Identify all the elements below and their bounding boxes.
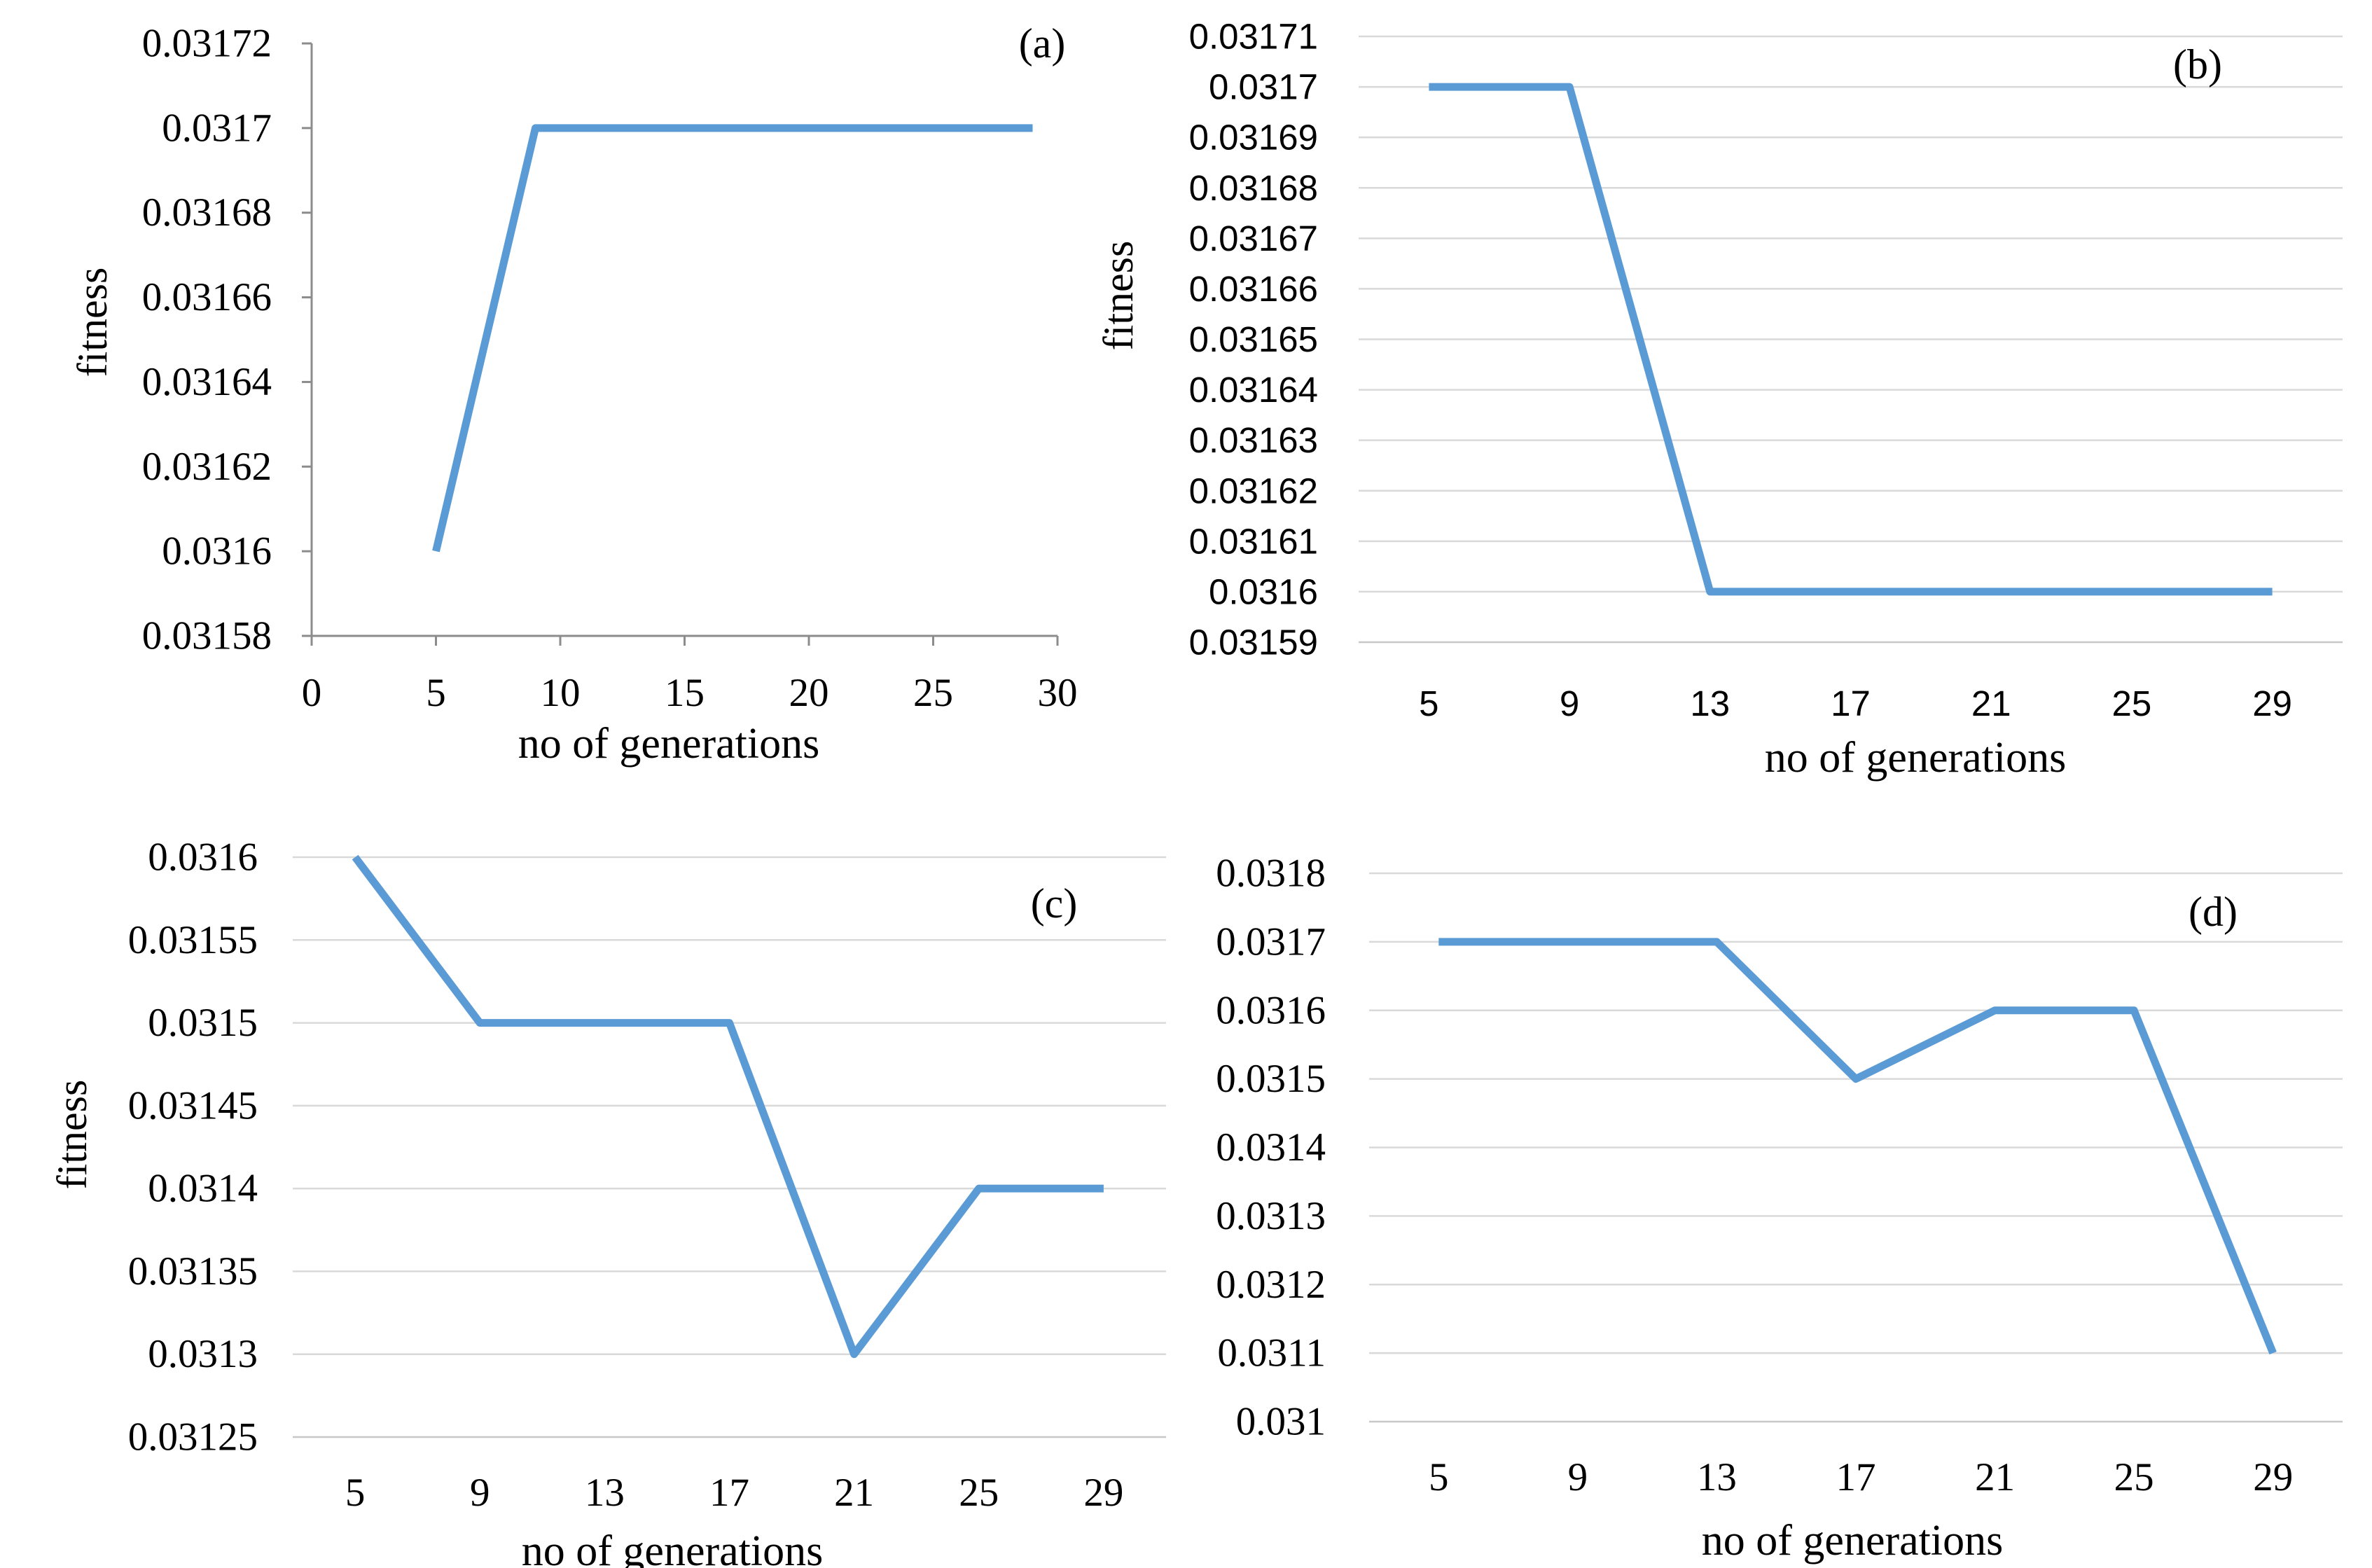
y-tick-label-d-8: 0.0318 — [1216, 852, 1326, 896]
y-tick-label-a-0: 0.03158 — [142, 614, 272, 658]
y-tick-label-b-11: 0.0317 — [1209, 67, 1318, 107]
x-axis-title-a: no of generations — [518, 720, 819, 768]
y-tick-label-b-5: 0.03164 — [1189, 370, 1318, 410]
x-tick-label-b-2: 13 — [1690, 684, 1730, 723]
x-tick-label-b-4: 21 — [1971, 684, 2011, 723]
y-axis-title-a: fitness — [69, 268, 116, 377]
x-tick-label-b-3: 17 — [1831, 684, 1871, 723]
y-tick-label-b-4: 0.03163 — [1189, 420, 1318, 460]
x-tick-label-d-3: 17 — [1836, 1455, 1876, 1499]
y-tick-label-c-6: 0.03155 — [128, 918, 258, 962]
x-tick-label-a-4: 20 — [789, 671, 829, 715]
y-tick-label-b-12: 0.03171 — [1189, 17, 1318, 57]
x-axis-title-d: no of generations — [1702, 1517, 2003, 1564]
y-tick-label-c-2: 0.03135 — [128, 1249, 258, 1293]
x-axis-title-b: no of generations — [1765, 734, 2066, 782]
x-tick-label-c-2: 13 — [585, 1471, 625, 1515]
y-tick-label-a-4: 0.03166 — [142, 275, 272, 319]
y-tick-label-a-7: 0.03172 — [142, 22, 272, 66]
y-tick-label-d-4: 0.0314 — [1216, 1125, 1326, 1170]
x-tick-label-d-5: 25 — [2114, 1455, 2154, 1499]
x-tick-label-c-4: 21 — [834, 1471, 874, 1515]
x-tick-label-a-5: 25 — [913, 671, 953, 715]
x-tick-label-c-1: 9 — [470, 1471, 490, 1515]
series-line-d-0 — [1438, 938, 2277, 1355]
x-tick-label-a-0: 0 — [302, 671, 322, 715]
y-tick-label-b-3: 0.03162 — [1189, 471, 1318, 511]
y-axis-title-b: fitness — [1095, 241, 1142, 351]
x-tick-label-b-5: 25 — [2112, 684, 2152, 723]
x-tick-label-b-1: 9 — [1560, 684, 1579, 723]
y-tick-label-d-7: 0.0317 — [1216, 920, 1326, 964]
x-tick-label-c-6: 29 — [1083, 1471, 1123, 1515]
x-tick-label-b-0: 5 — [1419, 684, 1438, 723]
y-tick-label-d-6: 0.0316 — [1216, 988, 1326, 1032]
y-tick-label-b-8: 0.03167 — [1189, 218, 1318, 258]
series-line-b-0 — [1429, 83, 2273, 596]
x-tick-label-a-6: 30 — [1038, 671, 1078, 715]
x-tick-label-a-1: 5 — [426, 671, 446, 715]
y-tick-label-a-1: 0.0316 — [162, 529, 272, 574]
chart-panel-b: 0.03159 0.0316 0.03161 0.03162 0.03163 0.0316… — [1095, 17, 2343, 782]
x-tick-label-c-0: 5 — [345, 1471, 366, 1515]
y-tick-label-b-9: 0.03168 — [1189, 168, 1318, 208]
y-axis-title-c: fitness — [49, 1080, 95, 1190]
panel-label-c: (c) — [1031, 880, 1078, 927]
panel-label-b: (b) — [2173, 41, 2222, 88]
y-tick-label-a-3: 0.03164 — [142, 360, 272, 404]
series-line-c-0 — [352, 854, 1104, 1359]
x-tick-label-c-3: 17 — [709, 1471, 749, 1515]
y-tick-label-c-4: 0.03145 — [128, 1083, 258, 1128]
x-tick-label-c-5: 25 — [959, 1471, 999, 1515]
chart-panel-c: 0.03125 0.0313 0.03135 0.0314 0.03145 0.0315 0… — [49, 835, 1166, 1568]
y-tick-label-d-5: 0.0315 — [1216, 1057, 1326, 1101]
y-tick-label-d-2: 0.0312 — [1216, 1263, 1326, 1307]
y-tick-label-c-3: 0.0314 — [148, 1167, 258, 1211]
y-tick-label-b-10: 0.03169 — [1189, 118, 1318, 158]
x-tick-label-d-1: 9 — [1568, 1455, 1588, 1499]
series-line-a-0 — [432, 124, 1033, 553]
y-tick-label-c-1: 0.0313 — [148, 1332, 258, 1376]
y-tick-label-c-5: 0.0315 — [148, 1001, 258, 1045]
x-axis-title-c: no of generations — [522, 1527, 823, 1568]
y-tick-label-d-1: 0.0311 — [1217, 1331, 1326, 1375]
chart-panel-d: 0.031 0.0311 0.0312 0.0313 0.0314 0.0315 0.031… — [1216, 852, 2343, 1564]
chart-panel-a: 0.03158 0.0316 0.03162 0.03164 0.03166 0.0316… — [69, 20, 1078, 768]
x-tick-label-d-4: 21 — [1975, 1455, 2015, 1499]
y-tick-label-b-0: 0.03159 — [1189, 623, 1318, 662]
panel-label-a: (a) — [1019, 20, 1066, 67]
x-tick-label-a-2: 10 — [541, 671, 581, 715]
y-tick-label-b-1: 0.0316 — [1209, 571, 1318, 611]
y-tick-label-d-3: 0.0313 — [1216, 1194, 1326, 1238]
y-tick-label-c-7: 0.0316 — [148, 835, 258, 880]
y-tick-label-b-7: 0.03166 — [1189, 269, 1318, 309]
x-tick-label-d-2: 13 — [1697, 1455, 1737, 1499]
y-tick-label-d-0: 0.031 — [1236, 1400, 1326, 1444]
x-tick-label-b-6: 29 — [2252, 684, 2292, 723]
y-tick-label-a-6: 0.0317 — [162, 106, 272, 150]
x-tick-label-a-3: 15 — [665, 671, 705, 715]
y-tick-label-a-5: 0.03168 — [142, 190, 272, 235]
y-tick-label-a-2: 0.03162 — [142, 445, 272, 489]
y-tick-label-b-6: 0.03165 — [1189, 319, 1318, 359]
y-tick-label-b-2: 0.03161 — [1189, 521, 1318, 561]
y-tick-label-c-0: 0.03125 — [128, 1415, 258, 1459]
x-tick-label-d-0: 5 — [1429, 1455, 1449, 1499]
panel-label-d: (d) — [2189, 889, 2238, 935]
x-tick-label-d-6: 29 — [2253, 1455, 2293, 1499]
